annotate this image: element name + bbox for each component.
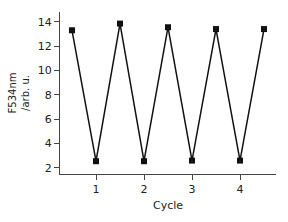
svg-text:Cycle: Cycle xyxy=(153,199,183,212)
svg-text:2: 2 xyxy=(141,183,148,196)
svg-text:4: 4 xyxy=(237,183,244,196)
svg-text:14: 14 xyxy=(38,16,52,29)
svg-text:3: 3 xyxy=(189,183,196,196)
svg-text:4: 4 xyxy=(45,137,52,150)
svg-text:6: 6 xyxy=(45,113,52,126)
svg-text:8: 8 xyxy=(45,89,52,102)
svg-text:1: 1 xyxy=(93,183,100,196)
svg-text:F534nm/arb. u.: F534nm/arb. u. xyxy=(7,73,31,114)
svg-text:2: 2 xyxy=(45,162,52,175)
svg-text:12: 12 xyxy=(38,40,52,53)
svg-text:10: 10 xyxy=(38,64,52,77)
